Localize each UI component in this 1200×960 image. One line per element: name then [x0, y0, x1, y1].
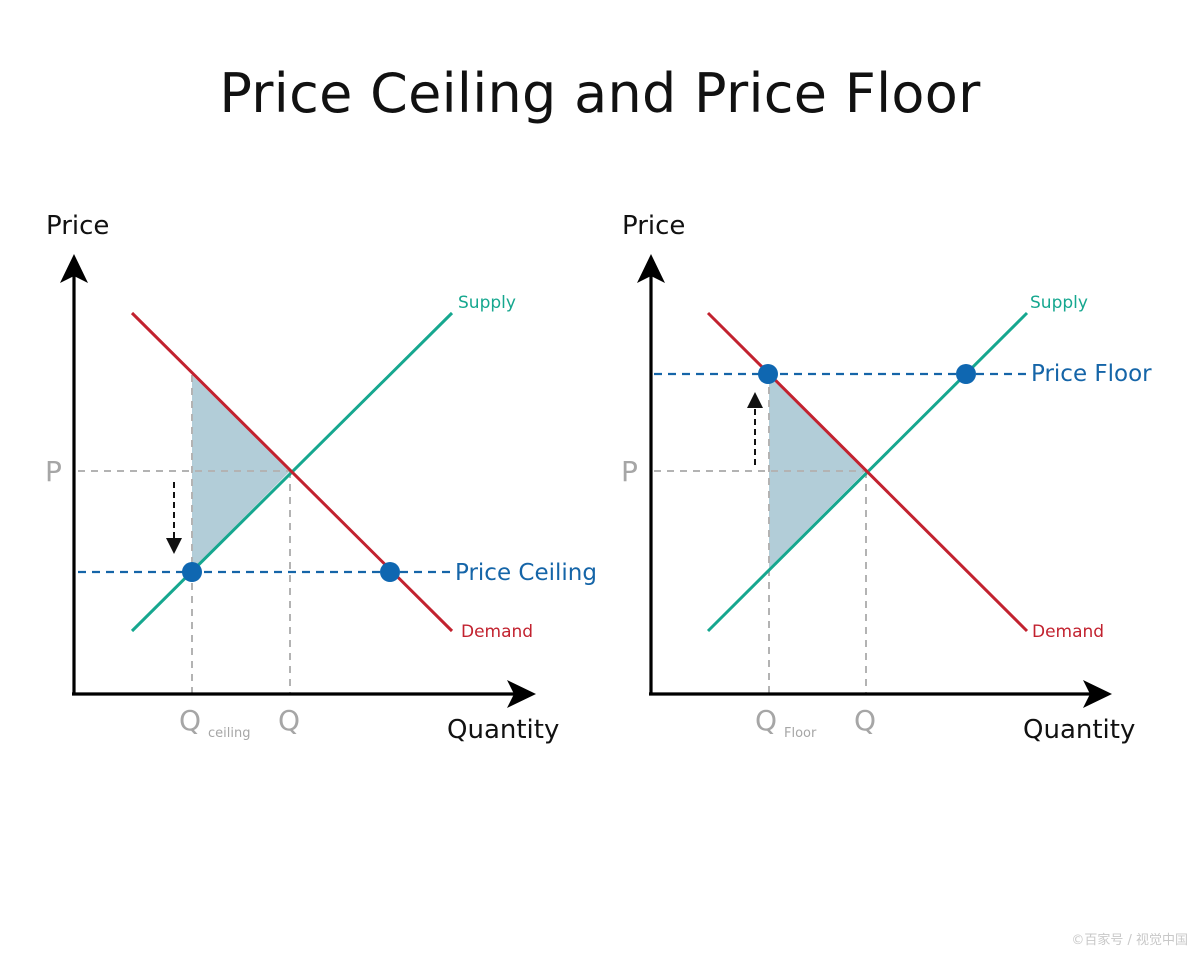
price-ceiling-diagram: Price Quantity Supply Demand Price Ceili…	[45, 211, 597, 745]
y-axis-label: Price	[46, 211, 109, 241]
price-tick-label: P	[45, 455, 62, 488]
x-axis-arrowhead	[1083, 680, 1112, 708]
ceiling-demand-point	[380, 562, 400, 582]
ceiling-quantity-subscript: ceiling	[208, 726, 250, 741]
supply-label: Supply	[458, 293, 516, 313]
floor-supply-point	[956, 364, 976, 384]
demand-label: Demand	[1032, 622, 1104, 642]
demand-label: Demand	[461, 622, 533, 642]
price-floor-label: Price Floor	[1031, 361, 1152, 387]
y-axis-arrowhead	[637, 254, 665, 283]
deadweight-loss-area	[192, 375, 290, 570]
price-floor-diagram: Price Quantity Supply Demand Price Floor…	[621, 211, 1152, 745]
price-tick-label: P	[621, 455, 638, 488]
x-axis-label: Quantity	[447, 715, 559, 745]
watermark: ©百家号 / 视觉中国	[1071, 933, 1188, 948]
floor-quantity-tick-label: Q	[755, 704, 777, 737]
y-axis-label: Price	[622, 211, 685, 241]
price-ceiling-label: Price Ceiling	[455, 560, 597, 586]
ceiling-quantity-tick-label: Q	[179, 704, 201, 737]
y-axis-arrowhead	[60, 254, 88, 283]
demand-curve	[130, 311, 454, 633]
quantity-tick-label: Q	[854, 704, 876, 737]
deadweight-loss-area	[769, 374, 866, 568]
demand-curve	[706, 311, 1029, 633]
ceiling-supply-point	[182, 562, 202, 582]
price-up-arrowhead	[747, 392, 763, 408]
x-axis-arrowhead	[507, 680, 536, 708]
floor-demand-point	[758, 364, 778, 384]
price-down-arrowhead	[166, 538, 182, 554]
x-axis-label: Quantity	[1023, 715, 1135, 745]
supply-label: Supply	[1030, 293, 1088, 313]
floor-quantity-subscript: Floor	[784, 726, 817, 741]
page-title: Price Ceiling and Price Floor	[219, 62, 981, 125]
quantity-tick-label: Q	[278, 704, 300, 737]
